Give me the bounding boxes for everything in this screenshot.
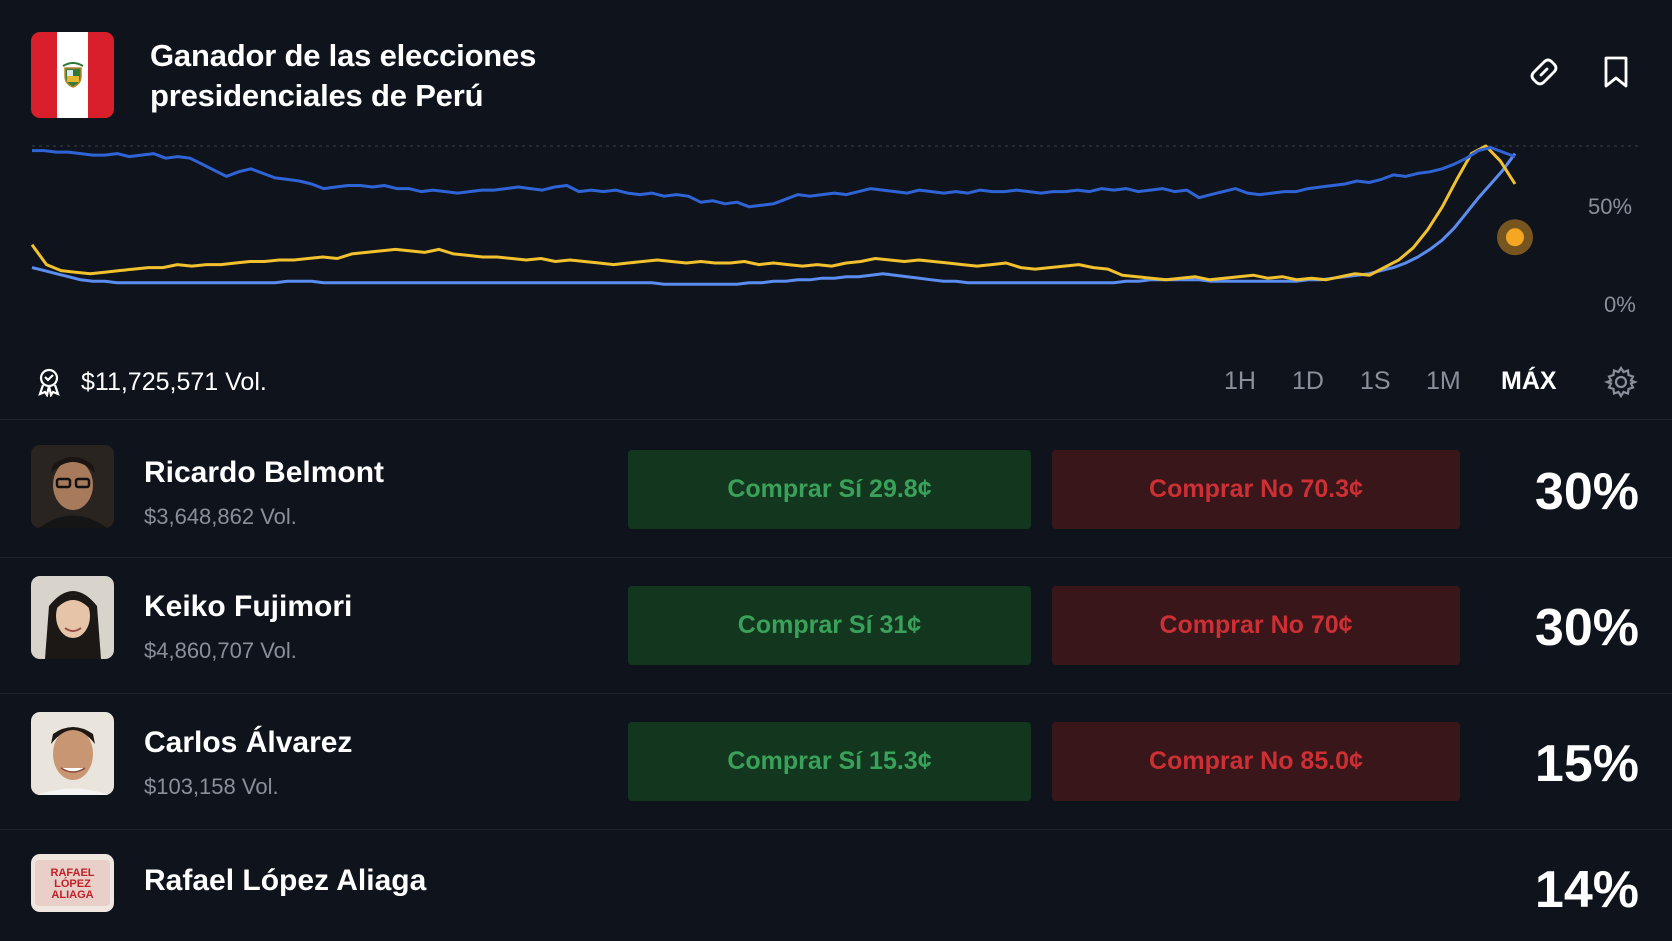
series-line [30,144,1517,282]
series-line [31,152,1517,286]
total-volume: $11,725,571 Vol. [81,368,267,396]
candidate-volume: $103,158 Vol. [144,774,279,799]
candidate-row[interactable]: Carlos Álvarez $103,158 Vol. Comprar Sí … [0,694,1672,830]
y-tick-label: 50% [1588,194,1633,219]
price-chart: 50% 0% [0,140,1672,340]
buy-yes-button[interactable]: Comprar Sí 15.3¢ [628,722,1031,801]
market-header: Ganador de las elecciones presidenciales… [0,0,1672,140]
divider [0,693,1672,694]
buy-no-button[interactable]: Comprar No 70.3¢ [1052,450,1460,529]
buy-yes-button[interactable]: Comprar Sí 31¢ [628,586,1031,665]
range-1h-button[interactable]: 1H [1224,367,1256,395]
marker-dot [1506,228,1524,247]
candidate-name: Rafael López Aliaga [144,864,427,897]
candidate-volume: $4,860,707 Vol. [144,638,297,663]
svg-text:RAFAEL: RAFAEL [51,867,95,879]
bookmark-icon[interactable] [1596,52,1636,92]
avatar [31,576,114,659]
range-1m-button[interactable]: 1M [1426,367,1461,395]
probability-percent: 30% [1534,599,1639,657]
range-1d-button[interactable]: 1D [1292,367,1324,395]
chart-toolbar: $11,725,571 Vol. 1H 1D 1S 1M MÁX [0,355,1672,415]
gear-icon[interactable] [1604,365,1638,399]
probability-percent: 15% [1534,735,1639,793]
candidate-name: Keiko Fujimori [144,590,353,623]
candidate-name: Ricardo Belmont [144,456,385,489]
candidate-row[interactable]: RAFAEL LÓPEZ ALIAGA Rafael López Aliaga … [0,830,1672,941]
divider [0,419,1672,420]
avatar [31,445,114,528]
page-title: Ganador de las elecciones presidenciales… [150,38,537,113]
divider [0,829,1672,830]
buy-no-button[interactable]: Comprar No 70¢ [1052,586,1460,665]
trophy-icon [38,368,60,397]
candidate-row[interactable]: Ricardo Belmont $3,648,862 Vol. Comprar … [0,420,1672,556]
probability-percent: 30% [1534,463,1639,521]
buy-no-button[interactable]: Comprar No 85.0¢ [1052,722,1460,801]
link-icon[interactable] [1524,52,1564,92]
divider [0,557,1672,558]
buy-yes-button[interactable]: Comprar Sí 29.8¢ [628,450,1031,529]
avatar [31,712,114,795]
svg-text:ALIAGA: ALIAGA [51,889,93,901]
candidate-row[interactable]: Keiko Fujimori $4,860,707 Vol. Comprar S… [0,558,1672,694]
peru-flag-icon [31,32,114,118]
y-tick-label: 0% [1604,292,1636,317]
series-line [32,146,1516,209]
price-chart-svg [30,144,1640,286]
range-max-button[interactable]: MÁX [1501,367,1557,395]
candidate-volume: $3,648,862 Vol. [144,504,297,529]
candidate-name: Carlos Álvarez [144,726,353,759]
svg-text:LÓPEZ: LÓPEZ [54,877,91,890]
avatar: RAFAEL LÓPEZ ALIAGA [31,854,114,912]
probability-percent: 14% [1534,861,1639,919]
range-1s-button[interactable]: 1S [1360,367,1391,395]
